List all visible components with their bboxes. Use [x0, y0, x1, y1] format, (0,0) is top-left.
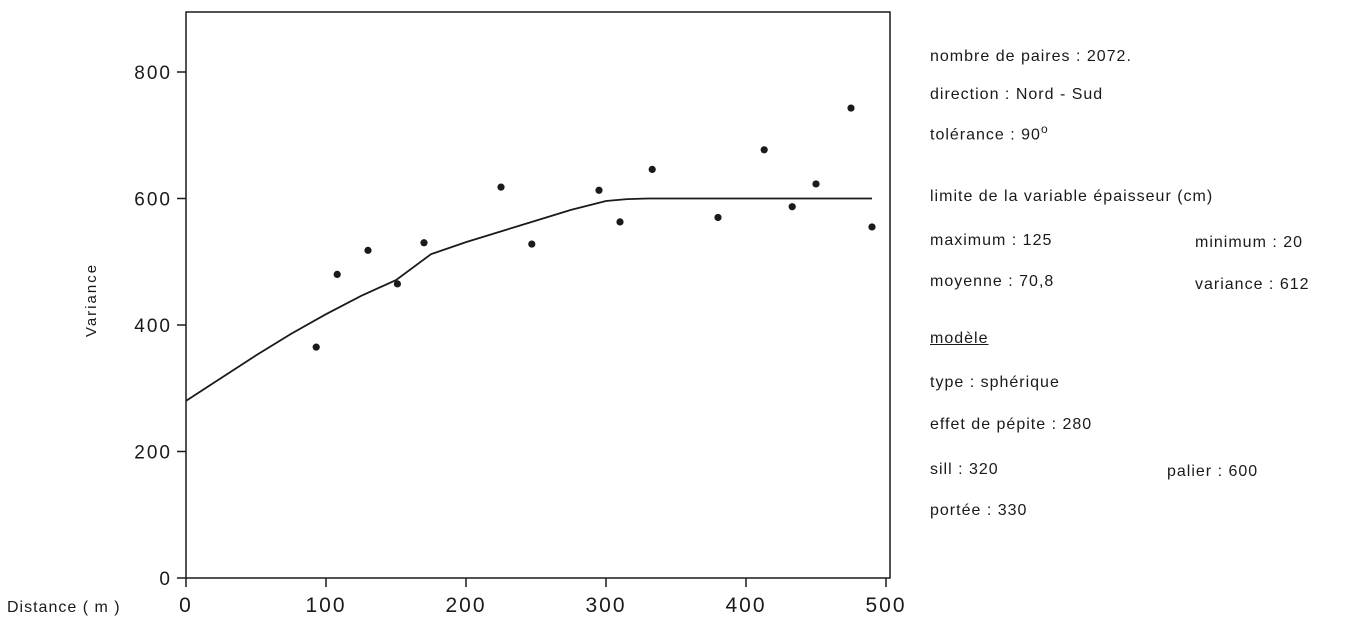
data-point — [312, 343, 320, 351]
sill-label: sill : 320 — [930, 461, 999, 478]
tolerance-value: tolérance : 90 — [930, 126, 1041, 144]
data-point — [420, 239, 428, 247]
data-point — [788, 203, 796, 211]
data-point — [497, 183, 505, 191]
y-tick-label: 0 — [159, 569, 172, 590]
x-tick-label: 100 — [305, 594, 346, 617]
x-axis-title: Distance ( m ) — [7, 599, 121, 616]
maximum-label: maximum : 125 — [930, 232, 1053, 249]
mean-label: moyenne : 70,8 — [930, 273, 1055, 290]
data-point — [812, 180, 820, 188]
y-axis-ticks: 0 200 400 600 800 — [134, 63, 186, 590]
data-point — [868, 223, 876, 231]
limits-title: limite de la variable épaisseur (cm) — [930, 188, 1214, 205]
x-tick-label: 200 — [445, 594, 486, 617]
tolerance-label: tolérance : 90o — [930, 122, 1049, 144]
data-point — [528, 240, 536, 248]
y-tick-label: 800 — [134, 63, 172, 84]
data-point — [333, 270, 341, 278]
variance-label: variance : 612 — [1195, 276, 1310, 293]
data-point — [393, 280, 401, 288]
plot-frame — [185, 11, 891, 579]
model-type: type : sphérique — [930, 374, 1060, 391]
data-point — [364, 246, 372, 254]
data-point — [714, 213, 722, 222]
spherical-model-curve — [185, 197, 872, 402]
y-tick-label: 600 — [134, 190, 172, 211]
palier-label: palier : 600 — [1167, 463, 1259, 480]
x-tick-label: 0 — [179, 594, 193, 617]
data-point — [760, 146, 768, 154]
degree-symbol: o — [1040, 122, 1049, 136]
y-tick-label: 400 — [134, 316, 172, 337]
minimum-label: minimum : 20 — [1195, 234, 1304, 251]
y-tick-label: 200 — [134, 443, 172, 464]
model-title: modèle — [930, 330, 989, 347]
data-point — [648, 165, 656, 174]
data-point — [616, 218, 624, 226]
data-point — [595, 186, 603, 194]
x-axis-ticks: 0 100 200 300 400 500 — [179, 578, 906, 617]
pairs-count: nombre de paires : 2072. — [930, 48, 1132, 65]
nugget-label: effet de pépite : 280 — [930, 416, 1093, 433]
experimental-points — [312, 104, 876, 351]
x-tick-label: 300 — [585, 594, 626, 617]
direction-label: direction : Nord - Sud — [930, 86, 1104, 103]
y-axis-title: Variance — [83, 263, 100, 337]
portee-label: portée : 330 — [930, 502, 1028, 519]
x-tick-label: 500 — [865, 594, 906, 617]
x-tick-label: 400 — [725, 594, 766, 617]
data-point — [847, 104, 855, 112]
